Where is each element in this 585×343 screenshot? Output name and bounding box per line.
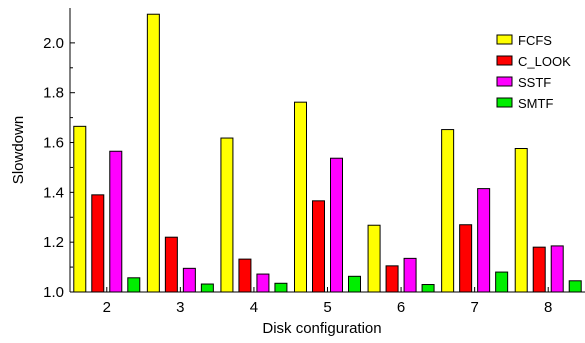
bar-sstf-4 (256, 273, 270, 293)
x-tick-label: 8 (544, 299, 552, 316)
y-tick-label: 1.8 (43, 85, 64, 102)
legend-swatch-c-look (496, 55, 513, 66)
x-tick-label: 4 (250, 299, 258, 316)
y-axis-ticks: 1.0 1.2 1.4 1.6 1.8 2.0 (43, 35, 75, 301)
bar-c-look-5 (312, 200, 325, 293)
bar-sstf-8 (550, 245, 564, 293)
bar-sstf-3 (182, 267, 196, 293)
y-tick-label: 1.6 (43, 135, 64, 152)
x-axis-ticks: 2 3 4 5 6 7 8 (103, 287, 552, 316)
y-tick-label: 1.2 (43, 234, 64, 251)
bar-c-look-2 (91, 194, 105, 293)
bar-c-look-7 (459, 224, 473, 293)
bar-fcfs-3 (146, 13, 160, 293)
y-tick-label: 1.4 (43, 184, 64, 201)
x-tick-label: 2 (103, 299, 111, 316)
bar-c-look-4 (238, 258, 252, 293)
bar-c-look-3 (164, 236, 178, 293)
bar-c-look-6 (385, 265, 399, 293)
bar-fcfs-2 (73, 125, 87, 293)
x-tick-label: 3 (176, 299, 184, 316)
bar-smtf-3 (200, 283, 214, 293)
bar-smtf-2 (127, 277, 141, 293)
bar-sstf-2 (109, 150, 123, 293)
y-tick-label: 2.0 (43, 35, 64, 52)
bar-fcfs-4 (220, 137, 234, 293)
bar-sstf-6 (403, 257, 417, 293)
bar-smtf-8 (568, 280, 582, 293)
legend-label: SMTF (518, 96, 553, 111)
x-tick-label: 7 (470, 299, 478, 316)
x-tick-label: 5 (323, 299, 331, 316)
bar-smtf-4 (274, 282, 288, 293)
y-axis-title: Slowdown (10, 116, 27, 184)
bar-fcfs-5 (294, 101, 307, 293)
bar-c-look-8 (532, 246, 546, 293)
bar-fcfs-6 (367, 224, 381, 293)
bar-series-group (73, 13, 582, 293)
legend-swatch-fcfs (496, 34, 513, 45)
legend-swatch-smtf (496, 97, 513, 108)
legend-label: SSTF (518, 75, 551, 90)
legend-label: FCFS (518, 33, 552, 48)
bar-smtf-7 (495, 271, 509, 293)
legend-label: C_LOOK (518, 54, 571, 69)
legend: FCFS C_LOOK SSTF SMTF (496, 33, 571, 111)
legend-swatch-sstf (496, 76, 513, 87)
bar-sstf-7 (477, 188, 491, 293)
bar-sstf-5 (330, 157, 343, 293)
x-axis-title: Disk configuration (262, 320, 381, 337)
x-tick-label: 6 (397, 299, 405, 316)
bar-fcfs-7 (441, 129, 455, 293)
bar-fcfs-8 (514, 148, 528, 293)
y-tick-label: 1.0 (43, 284, 64, 301)
bar-smtf-6 (421, 284, 435, 293)
bar-smtf-5 (348, 275, 361, 293)
